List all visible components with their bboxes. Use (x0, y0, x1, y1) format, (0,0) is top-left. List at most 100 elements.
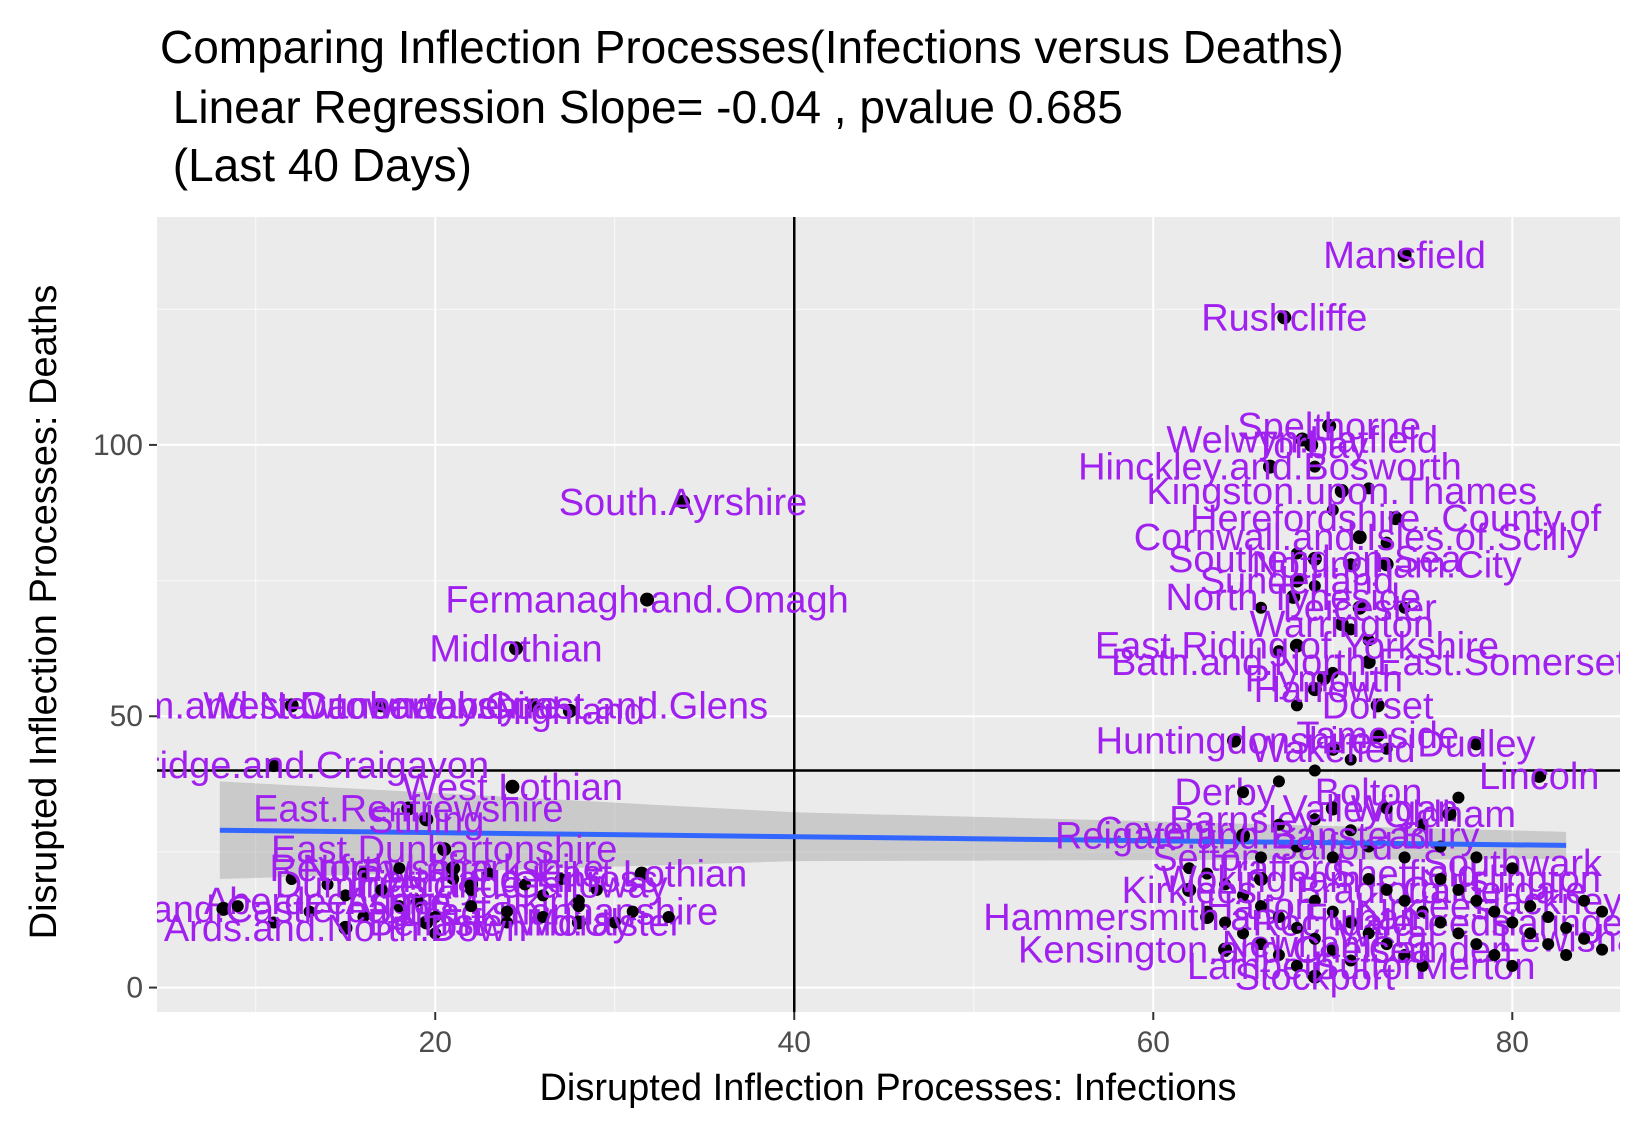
data-point (266, 758, 281, 773)
data-point (608, 916, 621, 929)
data-point (1307, 551, 1322, 566)
data-point (1506, 959, 1519, 972)
data-point (1352, 530, 1367, 545)
data-point (1289, 638, 1304, 653)
point-label: North.Tyneside (1166, 577, 1422, 619)
point-label: Bath.and.North.East.Somerset (1111, 642, 1627, 684)
data-point (1200, 910, 1215, 925)
data-point (1262, 459, 1277, 474)
data-point (526, 698, 541, 713)
data-point (483, 867, 496, 880)
data-point (1289, 573, 1304, 588)
point-label: Kirklees (1122, 870, 1257, 912)
point-label: Hinckley.and.Bosworth (1078, 447, 1462, 489)
data-point (1344, 954, 1357, 967)
y-axis-title: Disrupted Inflection Processes: Deaths (23, 285, 65, 940)
data-point (1380, 938, 1393, 951)
data-point (419, 812, 434, 827)
data-point (357, 867, 370, 880)
data-point (1236, 828, 1251, 843)
data-point (1362, 873, 1375, 886)
point-label: Herefordshire..County.of (1190, 498, 1602, 540)
point-label: Coventry (1095, 810, 1247, 852)
chart-title: Comparing Inflection Processes(Infection… (160, 21, 1344, 73)
data-point (1272, 949, 1285, 962)
data-point (446, 861, 461, 876)
data-point (1290, 699, 1303, 712)
data-point (1277, 310, 1292, 325)
data-point (1398, 851, 1411, 864)
point-label: Fermanagh.and.Omagh (445, 580, 848, 622)
point-label: Stockport (1235, 957, 1396, 999)
point-label: Oldham (1383, 794, 1516, 836)
data-point (1304, 437, 1319, 452)
point-label: Lincoln (1479, 756, 1599, 798)
point-label: Causeway.Coast.and.Glens (300, 685, 768, 727)
data-point (505, 779, 520, 794)
data-point (1560, 921, 1573, 934)
x-axis: 20 40 60 80 (419, 1012, 1529, 1059)
data-point (1183, 862, 1196, 875)
point-label: Kensington.and.Chelsea (1018, 930, 1433, 972)
data-point (1470, 851, 1483, 864)
data-point (1532, 768, 1547, 783)
point-labels: Mansfield Rushcliffe SpelthorneWelwyn.Hatf… (58, 235, 1627, 999)
data-point (501, 905, 514, 918)
data-point (357, 911, 370, 924)
data-point (1434, 916, 1447, 929)
grid-minor (157, 217, 1620, 1012)
data-point (1542, 938, 1555, 951)
point-label: Nottingham.City (1251, 544, 1521, 586)
data-point (1344, 558, 1357, 571)
data-point (1272, 645, 1285, 658)
data-point (1308, 580, 1321, 593)
y-tick-label: 100 (93, 429, 143, 462)
data-point (1308, 894, 1321, 907)
chart-subtitle-period: (Last 40 Days) (160, 139, 472, 191)
point-label: East.Riding.of.Yorkshire (1095, 626, 1499, 668)
data-point (1416, 818, 1429, 831)
data-point (536, 889, 549, 902)
data-point (464, 877, 479, 892)
point-label: Belfast (368, 902, 485, 944)
point-label: Southend.on.Sea (1168, 539, 1463, 581)
data-point (1182, 882, 1197, 897)
data-point (1370, 698, 1385, 713)
point-label: Cornwall.and.Isles.of.Scilly (1134, 517, 1586, 559)
data-point (509, 641, 524, 656)
data-points (216, 247, 1547, 984)
y-axis: 0 50 100 (93, 429, 157, 1005)
data-point (572, 894, 585, 907)
point-label: Dudley (1417, 723, 1535, 765)
data-point (339, 889, 352, 902)
data-point (1254, 938, 1267, 951)
x-tick-label: 80 (1496, 1026, 1529, 1059)
data-point (1307, 969, 1322, 984)
point-label: Mansfield (1323, 235, 1486, 277)
data-point (429, 927, 442, 940)
data-point (1488, 949, 1501, 962)
data-point (1488, 905, 1501, 918)
data-point (1578, 894, 1591, 907)
data-point (1253, 872, 1268, 887)
dense-points (231, 460, 1609, 972)
data-point (1322, 418, 1337, 433)
data-point (1272, 911, 1285, 924)
data-point (1388, 511, 1403, 526)
data-point (1542, 911, 1555, 924)
point-label: Welwyn.Hatfield (1166, 419, 1438, 461)
data-point (1326, 943, 1339, 956)
data-point (393, 862, 406, 875)
data-point (1506, 916, 1519, 929)
regression-line-path (219, 827, 1567, 848)
point-label: Banbridge.and.Craigavon (58, 745, 489, 787)
data-point (374, 698, 389, 713)
point-label: Valley (1282, 789, 1383, 831)
data-point (1308, 813, 1321, 826)
reference-lines (157, 217, 1620, 1012)
data-point (465, 900, 478, 913)
point-label: Ards.and.North.Down (164, 908, 527, 950)
data-point (1326, 905, 1339, 918)
data-point (1254, 900, 1267, 913)
data-point (1308, 932, 1321, 945)
